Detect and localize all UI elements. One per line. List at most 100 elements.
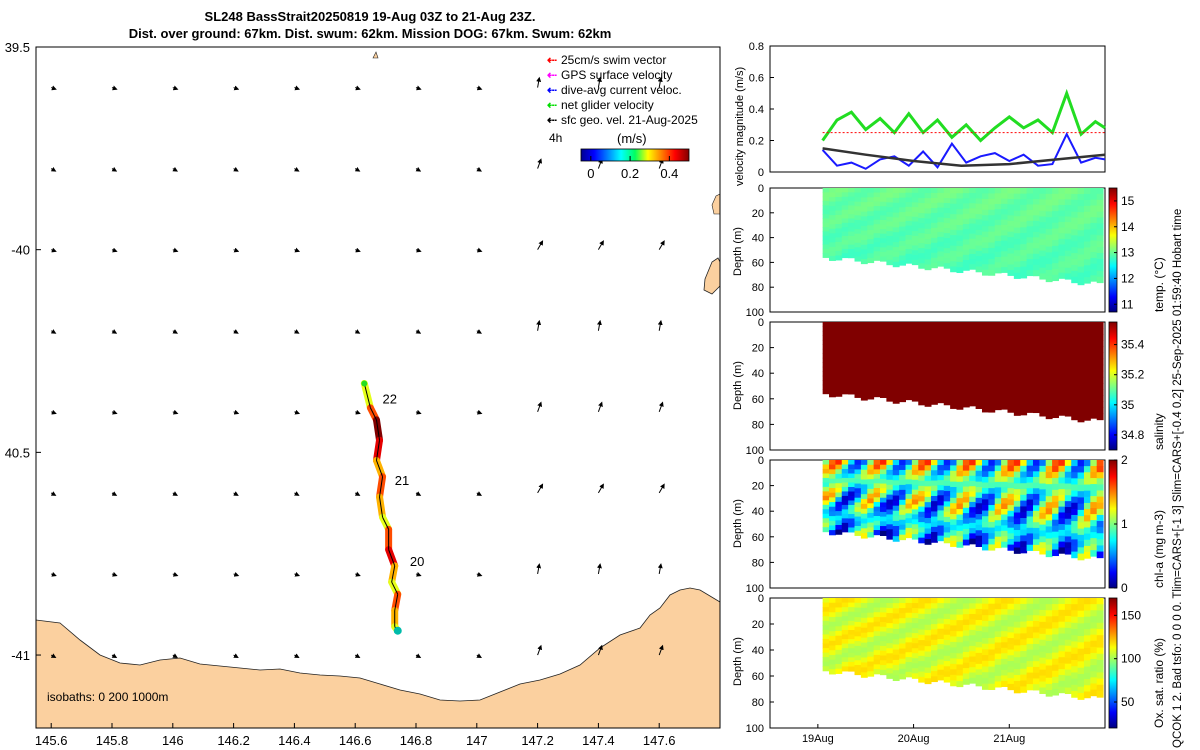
oxygen-cell <box>1096 653 1104 661</box>
temperature-cell <box>880 233 887 239</box>
salinity-cell <box>918 347 926 354</box>
temperature-cell <box>924 249 932 255</box>
temperature-cell <box>1020 249 1028 256</box>
geo-vector-arrow <box>233 329 239 334</box>
chlorophyll-cell <box>937 460 945 466</box>
temperature-cell <box>956 240 964 247</box>
temperature-cell <box>1026 259 1034 266</box>
chlorophyll-cell <box>1052 501 1059 509</box>
oxygen-cell <box>981 637 989 645</box>
salinity-cell <box>1039 392 1047 399</box>
temperature-cell <box>860 221 868 227</box>
chlorophyll-cell <box>1001 519 1008 526</box>
oxygen-cell <box>1026 598 1034 605</box>
temperature-cell <box>848 231 856 237</box>
temperature-cell <box>924 259 932 266</box>
temperature-cell <box>988 231 996 238</box>
chlorophyll-cell <box>994 476 1002 483</box>
temperature-cell <box>905 220 913 227</box>
oxygen-cell <box>854 669 862 676</box>
oxygen-cell <box>892 670 900 676</box>
temperature-cell <box>829 192 836 198</box>
salinity-cell <box>905 370 913 376</box>
temperature-cell <box>988 204 996 211</box>
chlorophyll-cell <box>1039 530 1047 537</box>
chlorophyll-colorbar-label: chl-a (mg m-3) <box>1152 509 1166 588</box>
oxygen-cell <box>1039 639 1047 647</box>
chlorophyll-cell <box>1045 514 1053 521</box>
map-x-ticks: 145.6 145.8 146 146.2 146.4 146.6 146.8 147 147.… <box>35 723 675 748</box>
oxygen-cell <box>1077 617 1085 624</box>
velocity-y-tick-label: 0.4 <box>749 104 764 116</box>
temperature-cell <box>886 240 894 247</box>
salinity-cell <box>994 382 1002 389</box>
chlorophyll-cell <box>1064 483 1072 490</box>
chlorophyll-cell <box>1083 484 1091 492</box>
oxygen-cell <box>880 607 887 613</box>
chlorophyll-cell <box>873 525 881 531</box>
chlorophyll-cell <box>899 534 907 541</box>
oxygen-cell <box>880 665 887 671</box>
oxygen-cell <box>1096 622 1104 630</box>
chlorophyll-cell <box>822 491 830 497</box>
oxygen-cell <box>962 673 970 680</box>
chlorophyll-cell <box>943 485 951 492</box>
salinity-cell <box>956 327 964 334</box>
track-end-marker <box>393 626 402 635</box>
temperature-cell <box>860 230 868 236</box>
oxygen-cell <box>1064 609 1072 617</box>
temperature-cell <box>841 222 849 228</box>
salinity-cell <box>841 375 849 381</box>
temperature-cell <box>1083 253 1091 260</box>
oxygen-cell <box>924 630 932 636</box>
oxygen-cell <box>899 653 907 660</box>
salinity-cell <box>918 327 926 333</box>
velocity-series-line <box>822 147 1106 167</box>
temperature-cell <box>994 214 1002 221</box>
oxygen-cell <box>1039 681 1047 688</box>
oxygen-cell <box>962 641 970 648</box>
salinity-cell <box>1020 351 1028 358</box>
temperature-cell <box>892 242 900 248</box>
chlorophyll-cell <box>950 503 957 510</box>
oxygen-cell <box>943 666 951 673</box>
salinity-cell <box>1058 403 1066 410</box>
oxygen-cell <box>867 607 875 614</box>
salinity-colorbar <box>1108 321 1118 451</box>
temperature-cell <box>867 234 875 240</box>
oxygen-cell <box>956 603 964 610</box>
temperature-cell <box>956 219 964 226</box>
salinity-y-tick-label: 40 <box>752 368 764 380</box>
salinity-cell <box>969 332 977 339</box>
chlorophyll-cell <box>994 514 1002 521</box>
oxygen-cell <box>924 603 932 610</box>
chlorophyll-cell <box>950 508 957 515</box>
oxygen-cell <box>969 613 977 620</box>
oxygen-cell <box>950 598 957 604</box>
temperature-cell <box>930 202 938 209</box>
temperature-cell <box>1077 200 1085 207</box>
oxygen-cell <box>943 634 951 641</box>
salinity-cell <box>918 337 926 344</box>
salinity-cell <box>899 381 907 388</box>
chlorophyll-cell <box>1064 471 1072 479</box>
salinity-cell <box>1013 333 1021 341</box>
chlorophyll-cell <box>1020 547 1028 554</box>
chlorophyll-cell <box>886 494 894 501</box>
oxygen-cell <box>1064 669 1072 677</box>
salinity-cell <box>1096 376 1104 384</box>
oxygen-cell <box>956 642 964 649</box>
chlorophyll-cell <box>988 471 996 478</box>
oxygen-cell <box>854 626 862 633</box>
temperature-cell <box>835 205 843 211</box>
chlorophyll-cell <box>1007 544 1015 551</box>
temperature-cell <box>911 245 919 251</box>
oxygen-cell <box>880 641 887 647</box>
salinity-cell <box>873 368 881 374</box>
oxygen-cell <box>956 664 964 671</box>
chlorophyll-cell <box>880 464 887 470</box>
oxygen-cell <box>905 671 913 678</box>
oxygen-cell <box>930 676 938 683</box>
salinity-cell <box>1039 380 1047 388</box>
geo-vector-arrow <box>596 563 602 575</box>
